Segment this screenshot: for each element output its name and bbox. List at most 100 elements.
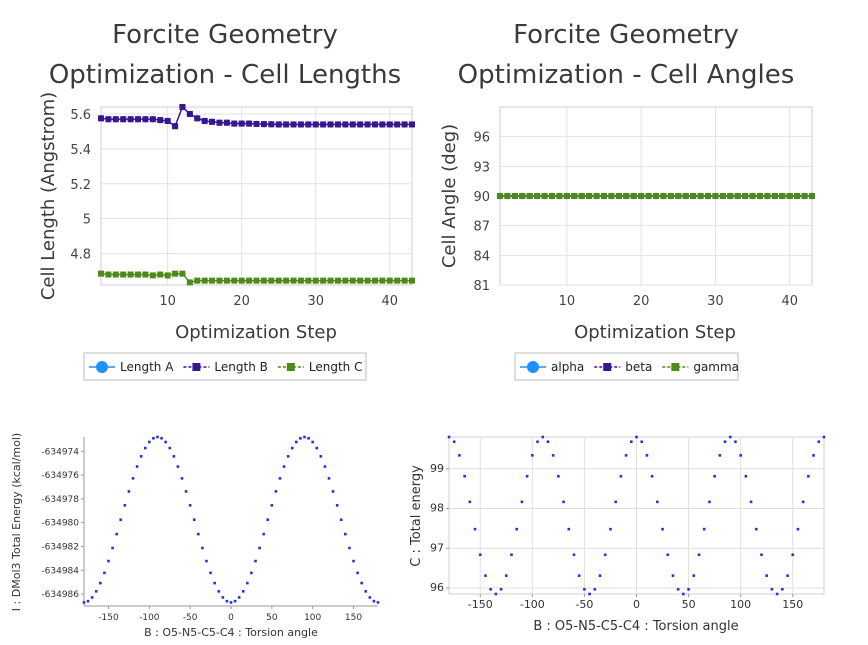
- chart3-point: [184, 490, 188, 493]
- chart4-point: [557, 474, 560, 478]
- chart-cell-lengths: Forcite Geometry Optimization - Cell Len…: [38, 20, 416, 381]
- chart3-point: [254, 559, 257, 563]
- chart4-point: [822, 435, 826, 439]
- chart2-point-gamma: [593, 193, 600, 199]
- chart1-point-length-b: [379, 121, 386, 128]
- chart4-point: [801, 500, 805, 504]
- chart1-y-tick-label: 5.2: [70, 178, 91, 193]
- chart2-x-tick-label: 30: [707, 294, 724, 309]
- chart2-point-gamma: [809, 193, 815, 199]
- chart3-point: [274, 490, 278, 493]
- chart2-point-gamma: [615, 193, 622, 199]
- chart4-point: [812, 454, 815, 457]
- chart2-point-gamma: [586, 193, 593, 199]
- chart4-point: [572, 553, 576, 557]
- chart1-point-length-b: [216, 119, 223, 126]
- chart3-x-tick-label: 0: [228, 613, 234, 623]
- chart3-point: [352, 559, 355, 563]
- chart1-point-length-c: [142, 271, 149, 278]
- chart3-point: [319, 455, 323, 458]
- chart3-point: [205, 559, 208, 563]
- chart3-y-tick-label: -634986: [41, 590, 79, 600]
- chart3-point: [246, 581, 249, 585]
- chart2-point-gamma: [526, 193, 533, 199]
- chart2-y-ticks: 81 84 87 90 93 96: [473, 131, 490, 294]
- chart4-point: [645, 454, 649, 457]
- chart1-point-length-b: [149, 116, 156, 123]
- chart4-point: [666, 553, 670, 557]
- chart2-point-gamma: [511, 193, 518, 199]
- chart1-point-length-c: [334, 277, 341, 284]
- legend-item-beta: beta: [594, 360, 652, 374]
- chart4-point: [682, 592, 685, 596]
- chart2-x-tick-label: 40: [781, 294, 798, 309]
- chart4-point: [603, 553, 607, 557]
- chart3-point: [335, 504, 339, 507]
- chart4-x-tick-label: -100: [520, 598, 545, 611]
- chart4-x-tick-label: 0: [633, 598, 640, 611]
- chart2-point-gamma: [563, 193, 570, 199]
- chart1-y-tick-label: 5.4: [70, 143, 91, 158]
- chart3-point: [307, 436, 310, 440]
- chart3-point: [209, 571, 212, 575]
- chart3-point: [315, 446, 319, 450]
- chart3-point: [221, 596, 225, 599]
- chart4-point: [520, 500, 524, 504]
- chart3-y-tick-label: -634974: [41, 447, 79, 457]
- chart4-point: [692, 574, 696, 577]
- chart3-point: [282, 465, 286, 468]
- chart3-point: [229, 601, 233, 604]
- chart4-point: [583, 587, 586, 591]
- chart4-y-tick-label: 97: [430, 541, 444, 554]
- chart1-point-length-b: [283, 121, 290, 128]
- chart1-point-length-b: [394, 121, 401, 128]
- chart4-x-tick-label: 150: [782, 598, 803, 611]
- chart3-point: [94, 590, 98, 593]
- chart4-point: [640, 440, 644, 444]
- chart4-y-axis-label: C : Total energy: [409, 465, 424, 567]
- chart2-title-line2: Optimization - Cell Angles: [458, 60, 795, 90]
- chart3-point: [82, 601, 86, 604]
- chart3-point: [217, 590, 221, 593]
- chart1-point-length-c: [201, 277, 208, 284]
- chart2-point-gamma: [504, 193, 511, 199]
- chart2-y-tick-label: 84: [473, 249, 490, 264]
- chart1-point-length-c: [246, 277, 253, 284]
- legend-item-length-c: Length C: [277, 360, 362, 374]
- chart1-point-length-b: [312, 121, 319, 128]
- chart2-title-line1: Forcite Geometry: [513, 20, 739, 50]
- chart3-x-tick-label: -50: [183, 613, 198, 623]
- legend-marker-beta: [603, 363, 612, 371]
- chart1-point-length-c: [238, 277, 245, 284]
- chart3-point: [139, 455, 143, 458]
- chart1-y-ticks: 4.8 5 5.2 5.4 5.6: [70, 108, 91, 263]
- chart1-point-length-b: [327, 121, 334, 128]
- chart1-point-length-c: [164, 272, 171, 279]
- chart4-point: [728, 435, 732, 439]
- chart1-point-length-c: [394, 277, 401, 284]
- chart3-point: [86, 599, 90, 603]
- chart4-point: [770, 587, 774, 591]
- chart3-point: [164, 440, 167, 444]
- legend-label-length-b: Length B: [214, 360, 267, 374]
- legend-marker-gamma: [671, 363, 680, 371]
- chart1-x-axis-label: Optimization Step: [175, 322, 337, 343]
- chart2-point-gamma: [697, 193, 704, 199]
- chart1-y-axis-label: Cell Length (Angstrom): [38, 92, 59, 300]
- chart1-point-length-b: [164, 117, 171, 124]
- chart3-point: [143, 446, 147, 450]
- chart1-point-length-b: [127, 116, 134, 123]
- chart3-point: [213, 581, 216, 585]
- chart3-y-tick-label: -634982: [41, 542, 79, 552]
- chart1-legend: Length A Length B Length C: [83, 352, 367, 381]
- chart1-point-length-b: [179, 104, 186, 110]
- chart4-point: [708, 500, 711, 504]
- chart2-point-gamma: [630, 193, 637, 199]
- chart1-point-length-c: [209, 277, 216, 284]
- chart3-point: [266, 518, 270, 522]
- chart3-point: [115, 532, 118, 536]
- chart3-y-tick-label: -634984: [41, 566, 79, 576]
- chart1-y-tick-label: 5.6: [70, 108, 91, 123]
- chart3-point: [372, 599, 376, 603]
- chart4-point: [468, 500, 472, 504]
